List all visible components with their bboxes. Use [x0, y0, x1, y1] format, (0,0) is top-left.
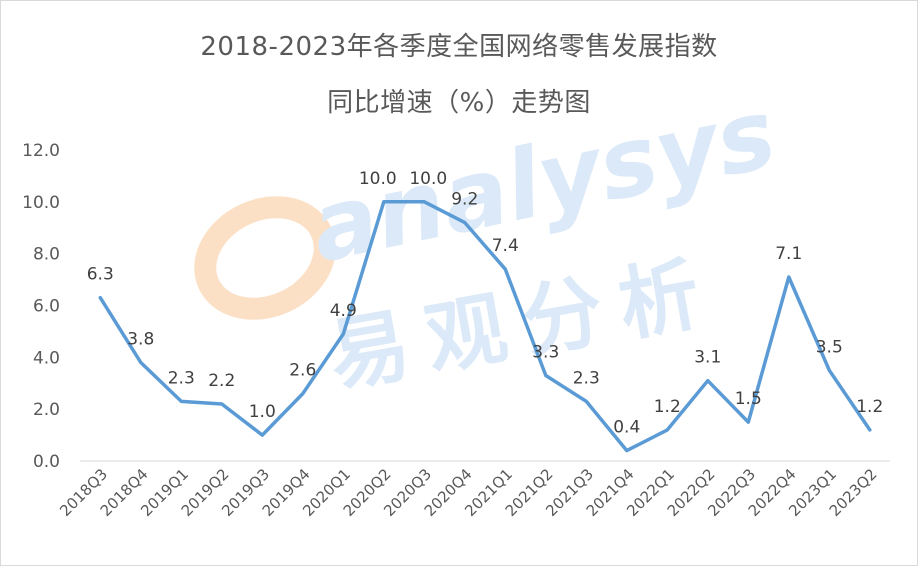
y-tick-label: 12.0: [22, 141, 60, 161]
data-label: 7.4: [492, 236, 519, 256]
data-point: [827, 368, 831, 372]
data-label: 2.3: [168, 368, 195, 388]
data-point: [868, 428, 872, 432]
data-point: [382, 200, 386, 204]
data-label: 6.3: [87, 265, 114, 285]
data-point: [98, 296, 102, 300]
data-point: [463, 221, 467, 225]
chart-title-line1: 2018-2023年各季度全国网络零售发展指数: [200, 32, 718, 62]
data-points: [98, 200, 872, 453]
data-point: [422, 200, 426, 204]
data-point: [625, 449, 629, 453]
data-label: 10.0: [359, 169, 397, 189]
data-label: 2.3: [573, 368, 600, 388]
data-label: 3.3: [532, 342, 559, 362]
data-label: 4.9: [330, 301, 357, 321]
y-tick-label: 2.0: [33, 400, 60, 420]
data-label: 7.1: [775, 244, 802, 264]
data-label: 9.2: [451, 190, 478, 210]
y-axis: 0.0 2.0 4.0 6.0 8.0 10.0 12.0: [22, 141, 60, 472]
data-point: [787, 275, 791, 279]
data-point: [544, 373, 548, 377]
chart-title-line2: 同比增速（%）走势图: [327, 88, 591, 118]
data-point: [220, 402, 224, 406]
data-label: 1.2: [856, 397, 883, 417]
data-label: 10.0: [409, 169, 447, 189]
data-point: [179, 399, 183, 403]
y-tick-label: 6.0: [33, 297, 60, 317]
data-label: 2.6: [289, 361, 316, 381]
data-point: [341, 332, 345, 336]
data-point: [503, 267, 507, 271]
x-axis: 2018Q32018Q42019Q12019Q22019Q32019Q42020…: [56, 465, 880, 520]
data-label: 3.1: [694, 348, 721, 368]
y-tick-label: 0.0: [33, 452, 60, 472]
data-label: 1.0: [249, 402, 276, 422]
y-tick-label: 10.0: [22, 193, 60, 213]
data-point: [706, 379, 710, 383]
y-tick-label: 8.0: [33, 245, 60, 265]
data-label: 3.8: [127, 330, 154, 350]
data-point: [260, 433, 264, 437]
data-point: [746, 420, 750, 424]
series-line: [98, 200, 872, 453]
data-label: 2.2: [208, 371, 235, 391]
data-label: 3.5: [816, 337, 843, 357]
y-tick-label: 4.0: [33, 348, 60, 368]
data-label: 0.4: [613, 418, 640, 438]
data-label: 1.5: [735, 389, 762, 409]
data-label: 1.2: [654, 397, 681, 417]
data-point: [665, 428, 669, 432]
data-point: [139, 361, 143, 365]
data-point: [584, 399, 588, 403]
data-point: [301, 392, 305, 396]
data-labels: 6.33.82.3 2.21.02.64.910.0 10.09.27.43.32.…: [87, 169, 884, 438]
